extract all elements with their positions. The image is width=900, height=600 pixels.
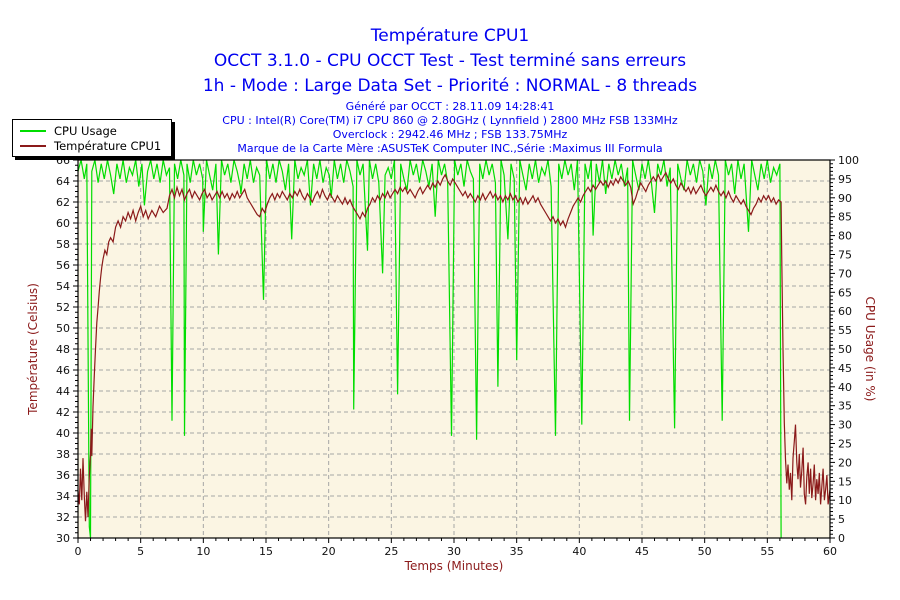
y-left-tick-label: 62 [56, 196, 70, 209]
y-left-tick-label: 32 [56, 511, 70, 524]
x-axis-title: Temps (Minutes) [404, 559, 504, 573]
y-right-tick-label: 70 [838, 267, 852, 280]
y-left-tick-label: 50 [56, 322, 70, 335]
y-right-tick-label: 80 [838, 230, 852, 243]
plot-border [77, 159, 831, 539]
page-subtitle-test: OCCT 3.1.0 - CPU OCCT Test - Test termin… [213, 51, 687, 71]
y-right-tick-label: 65 [838, 286, 852, 299]
y-left-tick-label: 36 [56, 469, 70, 482]
x-tick-label: 30 [447, 545, 461, 558]
x-tick-label: 20 [322, 545, 336, 558]
y-right-tick-label: 60 [838, 305, 852, 318]
y-right-tick-label: 100 [838, 154, 859, 167]
legend-label-cpu-usage: CPU Usage [54, 123, 117, 138]
legend: CPU Usage Température CPU1 [12, 119, 173, 157]
legend-label-temperature: Température CPU1 [54, 138, 162, 153]
y-left-axis-title: Température (Celsius) [26, 283, 40, 416]
y-right-tick-label: 55 [838, 324, 852, 337]
y-right-tick-label: 20 [838, 456, 852, 469]
y-left-tick-label: 44 [56, 385, 70, 398]
y-right-axis-title: CPU Usage (in %) [863, 297, 877, 402]
y-left-tick-label: 46 [56, 364, 70, 377]
info-cpu: CPU : Intel(R) Core(TM) i7 CPU 860 @ 2.8… [222, 114, 678, 127]
cpu-usage-line [77, 159, 782, 539]
y-right-tick-label: 90 [838, 192, 852, 205]
y-right-tick-label: 25 [838, 438, 852, 451]
legend-item-cpu-usage: CPU Usage [20, 123, 161, 138]
y-right-tick-label: 15 [838, 475, 852, 488]
cpu-usage-line-swatch [20, 129, 46, 132]
info-motherboard: Marque de la Carte Mère :ASUSTeK Compute… [237, 142, 663, 155]
y-right-tick-label: 50 [838, 343, 852, 356]
y-right-tick-label: 0 [838, 532, 845, 545]
y-right-tick-label: 85 [838, 211, 852, 224]
y-right-tick-label: 10 [838, 494, 852, 507]
y-left-tick-label: 40 [56, 427, 70, 440]
y-right-tick-label: 35 [838, 400, 852, 413]
y-left-tick-label: 52 [56, 301, 70, 314]
y-left-tick-label: 54 [56, 280, 70, 293]
x-tick-label: 0 [75, 545, 82, 558]
x-tick-label: 15 [259, 545, 273, 558]
y-left-tick-label: 42 [56, 406, 70, 419]
x-tick-label: 5 [137, 545, 144, 558]
info-overclock: Overclock : 2942.46 MHz ; FSB 133.75MHz [332, 128, 568, 141]
x-tick-label: 35 [510, 545, 524, 558]
y-right-tick-label: 45 [838, 362, 852, 375]
x-tick-label: 50 [698, 545, 712, 558]
y-right-tick-label: 40 [838, 381, 852, 394]
y-left-tick-label: 34 [56, 490, 70, 503]
x-tick-label: 10 [196, 545, 210, 558]
y-right-tick-label: 95 [838, 173, 852, 186]
temperature-line-swatch [20, 144, 46, 147]
y-left-tick-label: 56 [56, 259, 70, 272]
x-tick-label: 60 [823, 545, 837, 558]
y-right-tick-label: 5 [838, 513, 845, 526]
x-tick-label: 25 [384, 545, 398, 558]
legend-item-temperature: Température CPU1 [20, 138, 161, 153]
x-tick-label: 45 [635, 545, 649, 558]
y-left-tick-label: 58 [56, 238, 70, 251]
page-title: Température CPU1 [370, 26, 530, 46]
info-generated: Généré par OCCT : 28.11.09 14:28:41 [345, 100, 555, 113]
y-left-tick-label: 38 [56, 448, 70, 461]
y-left-tick-label: 48 [56, 343, 70, 356]
y-right-tick-label: 75 [838, 249, 852, 262]
y-left-tick-label: 64 [56, 175, 70, 188]
x-tick-label: 55 [760, 545, 774, 558]
page-subtitle-mode: 1h - Mode : Large Data Set - Priorité : … [202, 76, 698, 96]
y-left-tick-label: 66 [56, 154, 70, 167]
y-left-tick-label: 30 [56, 532, 70, 545]
x-tick-label: 40 [572, 545, 586, 558]
y-right-tick-label: 30 [838, 419, 852, 432]
temperature-line [77, 171, 831, 522]
y-left-tick-label: 60 [56, 217, 70, 230]
